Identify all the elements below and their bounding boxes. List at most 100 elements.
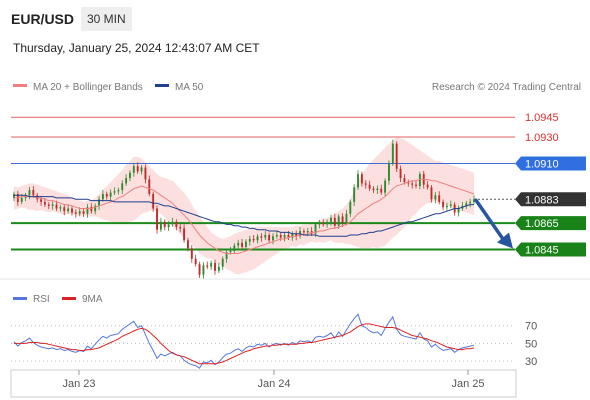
candle-body <box>399 168 402 179</box>
ma50-line <box>14 194 474 237</box>
candle-body <box>380 188 383 193</box>
candle-body <box>376 188 379 190</box>
ma50-legend-swatch <box>155 84 169 87</box>
candle-body <box>43 201 46 205</box>
candle-body <box>221 258 224 267</box>
candle-body <box>51 204 54 206</box>
candle-body <box>152 193 155 209</box>
candle-body <box>426 184 429 188</box>
rsi-legend-label: RSI <box>33 294 50 305</box>
candle-body <box>71 208 73 213</box>
candle-body <box>283 235 286 238</box>
rsi-layer: 70 50 30 <box>11 313 537 369</box>
candle-body <box>291 233 294 238</box>
candle-body <box>20 197 23 202</box>
price-label-bg <box>515 216 586 231</box>
price-labels-layer: 1.0945 1.0930 1.0910 1.0883 1.0865 1.0845 <box>515 112 586 257</box>
price-label-bg <box>515 156 586 171</box>
price-label: 1.0945 <box>525 112 559 124</box>
candle-body <box>190 248 193 259</box>
candle-body <box>353 187 356 202</box>
rsi-tick-label: 30 <box>525 356 537 368</box>
ma20-line <box>14 178 475 254</box>
candle-body <box>163 221 166 228</box>
candle-body <box>229 250 232 253</box>
candle-body <box>136 166 139 172</box>
x-tick-label: Jan 25 <box>451 378 484 390</box>
candle-body <box>469 201 472 204</box>
candle-body <box>256 236 259 241</box>
timeframe-badge[interactable]: 30 MIN <box>81 7 132 31</box>
candle-body <box>357 174 359 188</box>
candle-body <box>117 190 120 192</box>
candle-body <box>306 231 309 233</box>
candle-body <box>318 223 321 225</box>
moving-averages-layer <box>14 178 475 254</box>
candle-body <box>407 182 410 184</box>
candle-body <box>167 224 170 228</box>
candle-body <box>125 178 128 184</box>
candle-body <box>144 167 147 180</box>
candle-body <box>302 231 305 233</box>
price-levels-layer <box>11 116 515 251</box>
candle-body <box>98 199 100 206</box>
candle-body <box>175 221 178 228</box>
price-label: 1.0883 <box>525 194 559 206</box>
price-label: 1.0865 <box>525 218 559 230</box>
candle-body <box>82 211 85 214</box>
forecast-arrow-layer <box>474 198 513 249</box>
candle-body <box>105 193 108 197</box>
x-axis-layer: Jan 23 Jan 24 Jan 25 <box>62 370 485 390</box>
candle-body <box>132 166 135 173</box>
candle-body <box>129 172 131 179</box>
candle-body <box>326 221 329 225</box>
candle-body <box>333 217 336 226</box>
candle-body <box>337 216 340 226</box>
candle-body <box>438 195 441 202</box>
candle-body <box>59 207 62 209</box>
candle-body <box>349 201 352 214</box>
x-axis-box <box>10 369 517 398</box>
candle-body <box>403 178 406 183</box>
instrument-title: EUR/USD <box>11 11 75 27</box>
candle-body <box>113 191 116 193</box>
candle-body <box>372 188 375 190</box>
candle-body <box>156 208 158 230</box>
rsi-line <box>13 313 475 369</box>
candle-body <box>214 262 216 271</box>
candle-body <box>198 264 201 275</box>
candle-body <box>264 235 267 238</box>
candle-body <box>101 193 104 200</box>
candle-body <box>457 208 460 213</box>
price-label: 1.0845 <box>525 245 559 257</box>
rsi-legend-swatch <box>13 297 27 300</box>
candle-body <box>430 187 433 200</box>
candle-body <box>341 216 344 224</box>
x-tick-label: Jan 23 <box>62 378 95 390</box>
candle-body <box>217 266 220 271</box>
candle-body <box>411 183 414 185</box>
candle-body <box>388 163 390 181</box>
candle-body <box>55 204 58 209</box>
price-label: 1.0930 <box>525 132 559 144</box>
candle-body <box>179 227 182 229</box>
candle-body <box>473 199 475 202</box>
bollinger-bands-layer <box>14 137 474 275</box>
candle-body <box>314 224 317 234</box>
candle-body <box>28 190 31 196</box>
candle-body <box>86 207 89 214</box>
candle-body <box>233 245 236 251</box>
candle-body <box>47 204 50 206</box>
candle-body <box>418 174 421 187</box>
candle-body <box>206 265 209 267</box>
candle-body <box>279 235 282 238</box>
candle-body <box>194 258 197 265</box>
candle-body <box>345 213 348 224</box>
forecast-arrow-head <box>497 232 513 249</box>
forecast-arrow-shaft <box>474 198 506 243</box>
candle-body <box>415 184 417 187</box>
rsi-ma-line <box>14 323 475 365</box>
candle-body <box>360 174 363 184</box>
